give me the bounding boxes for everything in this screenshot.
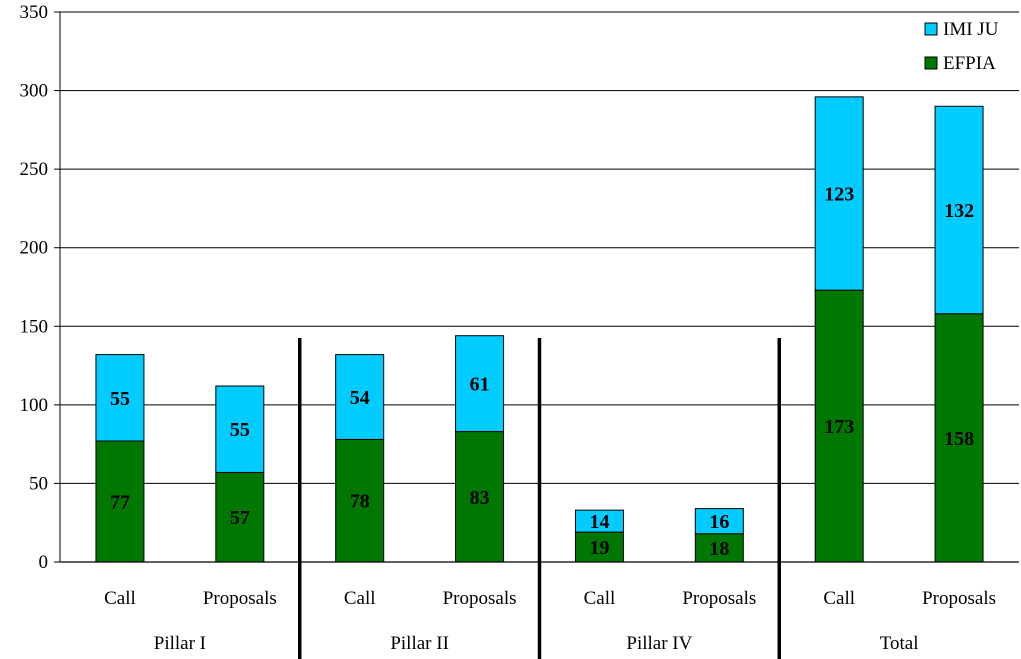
data-label: 57: [230, 507, 250, 529]
y-tick-label: 350: [20, 2, 49, 23]
legend: IMI JU EFPIA: [924, 19, 999, 74]
bar-segment-imi-ju: [95, 354, 145, 442]
bar-segment-efpia: [335, 438, 385, 563]
y-tick-label: 0: [39, 552, 49, 573]
data-label: 18: [709, 538, 729, 560]
category-label: Call: [104, 588, 136, 609]
category-label: Proposals: [682, 588, 756, 609]
legend-swatch: [924, 22, 938, 36]
bar-segment-imi-ju: [814, 96, 864, 291]
data-label: 77: [110, 492, 130, 514]
y-tick-label: 150: [20, 316, 49, 337]
bars: 77 55 57 55 78 54 83 61 19 14 18 16 173 123 158 132: [95, 96, 984, 563]
category-label: Proposals: [203, 588, 277, 609]
category-label: Call: [344, 588, 376, 609]
bar-segment-imi-ju: [574, 509, 624, 533]
bar-segment-imi-ju: [215, 385, 265, 473]
data-label: 83: [470, 487, 490, 509]
data-label: 132: [944, 200, 974, 222]
category-label: Proposals: [922, 588, 996, 609]
y-axis: 0 50 100 150 200 250 300 350: [20, 2, 61, 573]
group-label: Total: [880, 633, 919, 654]
bar-segment-efpia: [814, 289, 864, 563]
x-axis: Call Proposals Call Proposals Call Proposals C…: [60, 338, 1019, 659]
category-label: Proposals: [443, 588, 517, 609]
group-label: Pillar II: [390, 633, 449, 654]
y-tick-label: 50: [29, 473, 48, 494]
y-tick-label: 100: [20, 395, 49, 416]
data-label: 173: [824, 416, 854, 438]
legend-swatch: [924, 56, 938, 70]
data-label: 16: [709, 511, 729, 533]
legend-label: IMI JU: [943, 19, 999, 40]
bar-segment-efpia: [694, 533, 744, 563]
data-label: 158: [944, 428, 974, 450]
bar-segment-imi-ju: [455, 335, 505, 433]
data-label: 54: [350, 387, 370, 409]
category-label: Call: [584, 588, 616, 609]
bar-segment-imi-ju: [335, 354, 385, 440]
y-tick-label: 200: [20, 238, 49, 259]
legend-label: EFPIA: [943, 53, 996, 74]
data-label: 123: [824, 184, 854, 206]
y-tick-label: 300: [20, 81, 49, 102]
data-label: 14: [589, 511, 609, 533]
data-label: 61: [470, 374, 490, 396]
group-label: Pillar I: [154, 633, 206, 654]
y-tick-label: 250: [20, 159, 49, 180]
data-label: 78: [350, 491, 370, 513]
bar-segment-efpia: [215, 471, 265, 563]
data-label: 55: [230, 419, 250, 441]
bar-segment-imi-ju: [694, 508, 744, 535]
bar-segment-imi-ju: [934, 105, 984, 315]
category-label: Call: [823, 588, 855, 609]
data-label: 19: [589, 537, 609, 559]
group-label: Pillar IV: [626, 633, 692, 654]
data-label: 55: [110, 388, 130, 410]
